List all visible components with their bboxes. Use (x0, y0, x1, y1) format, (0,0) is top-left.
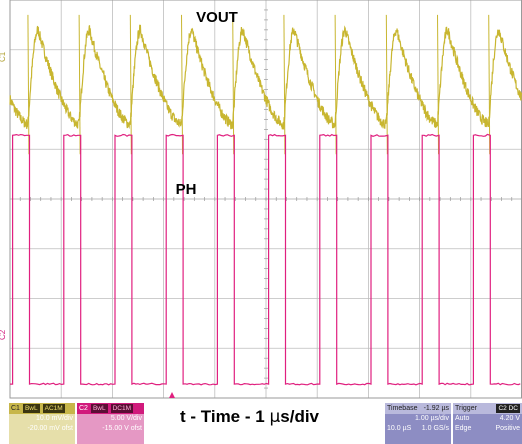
oscilloscope-screen: VOUT PH C1 C2 (0, 0, 522, 399)
vout-spike (129, 14, 132, 155)
vout-spike (181, 14, 184, 155)
vout-spike (334, 14, 337, 155)
vout-spike (488, 14, 491, 155)
trigger-mode: Auto (455, 415, 470, 422)
timebase-label: Timebase (387, 404, 418, 412)
channel1-coupling-badge: AC1M (42, 404, 65, 413)
traces (9, 14, 522, 386)
trigger-label: Trigger (455, 404, 477, 412)
channel1-bw-badge: BwL (22, 404, 40, 413)
trigger-slope: Positive (495, 425, 520, 432)
timebase-span: 10.0 µS (387, 425, 412, 432)
trigger-level: 4.20 V (499, 415, 520, 422)
vout-spike (232, 14, 235, 155)
ph-title: PH (176, 181, 197, 198)
timebase-per-div: 1.00 µs/div (415, 415, 449, 422)
timebase-position: -1.92 µs (423, 404, 449, 412)
vout-spike (283, 14, 286, 155)
channel2-settings-panel[interactable]: C2 BwL DC1M 5.00 V/div -15.00 V ofst (77, 403, 144, 444)
x-axis-label-prefix: t - Time - 1 (180, 407, 270, 426)
x-axis-label-suffix: s/div (280, 407, 320, 426)
vout-spike (78, 14, 81, 155)
channel1-settings-panel[interactable]: C1 BwL AC1M 10.0 mV/div -20.00 mV ofst (9, 403, 75, 444)
channel2-id: C2 (79, 404, 88, 412)
trigger-type: Edge (455, 425, 472, 432)
channel1-offset: -20.00 mV ofst (27, 425, 73, 432)
channel1-volts-per-div: 10.0 mV/div (36, 415, 73, 422)
vout-spike (385, 14, 388, 155)
vout-title: VOUT (196, 9, 238, 26)
channel1-id: C1 (11, 404, 20, 412)
vout-spike (437, 14, 440, 155)
channel2-coupling-badge: DC1M (110, 404, 134, 413)
channel2-volts-per-div: 5.00 V/div (110, 415, 142, 422)
c1-ground-marker[interactable]: C1 (0, 51, 7, 62)
c2-ground-marker[interactable]: C2 (0, 329, 7, 340)
x-axis-label: t - Time - 1 μs/div (180, 407, 319, 427)
vout-trace (9, 24, 522, 130)
timebase-panel[interactable]: Timebase -1.92 µs 1.00 µs/div 10.0 µS 1.… (385, 403, 451, 444)
trigger-source-badge: C2 DC (496, 404, 520, 413)
x-axis-label-mu: μ (269, 407, 281, 427)
trigger-panel[interactable]: Trigger C2 DC Auto 4.20 V Edge Positive (453, 403, 522, 444)
timebase-sample-rate: 1.0 GS/s (421, 425, 449, 432)
vout-spike (27, 14, 30, 155)
channel2-bw-badge: BwL (90, 404, 108, 413)
channel2-offset: -15.00 V ofst (102, 425, 142, 432)
ph-trace (10, 133, 521, 386)
trigger-position-marker[interactable] (169, 392, 175, 398)
